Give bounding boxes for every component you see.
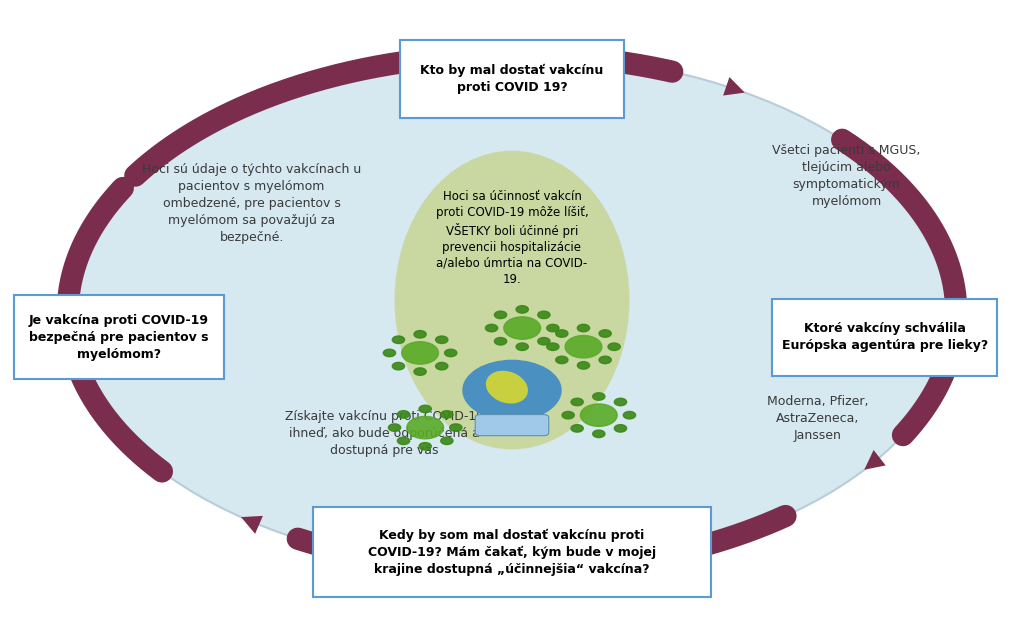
Circle shape — [562, 411, 574, 419]
Text: Kedy by som mal dostať vakcínu proti
COVID-19? Mám čakať, kým bude v mojej
kraji: Kedy by som mal dostať vakcínu proti COV… — [368, 528, 656, 576]
Text: Moderna, Pfizer,
AstraZeneca,
Janssen: Moderna, Pfizer, AstraZeneca, Janssen — [767, 395, 868, 442]
Circle shape — [397, 437, 410, 444]
Text: Hoci sú údaje o týchto vakcínach u
pacientov s myelómom
ombedzené, pre pacientov: Hoci sú údaje o týchto vakcínach u pacie… — [142, 163, 361, 244]
Circle shape — [556, 356, 568, 364]
Circle shape — [581, 404, 617, 426]
Circle shape — [614, 424, 627, 432]
Circle shape — [383, 349, 395, 357]
Circle shape — [608, 343, 621, 351]
Circle shape — [504, 317, 541, 339]
Circle shape — [440, 411, 453, 418]
FancyBboxPatch shape — [14, 296, 223, 379]
Circle shape — [565, 336, 602, 358]
Circle shape — [419, 442, 431, 450]
Text: Je vakcína proti COVID-19
bezpečná pre pacientov s
myelómom?: Je vakcína proti COVID-19 bezpečná pre p… — [29, 314, 209, 361]
Circle shape — [516, 343, 528, 351]
Text: Kto by mal dostať vakcínu
proti COVID 19?: Kto by mal dostať vakcínu proti COVID 19… — [421, 64, 603, 94]
Circle shape — [435, 336, 447, 344]
Circle shape — [495, 311, 507, 319]
Circle shape — [495, 338, 507, 345]
FancyBboxPatch shape — [772, 299, 997, 376]
Circle shape — [614, 398, 627, 406]
Circle shape — [450, 424, 462, 431]
Circle shape — [624, 411, 636, 419]
Circle shape — [444, 349, 457, 357]
Circle shape — [419, 405, 431, 412]
Circle shape — [516, 306, 528, 313]
Circle shape — [392, 362, 404, 370]
Circle shape — [593, 430, 605, 437]
Circle shape — [435, 362, 447, 370]
Circle shape — [578, 324, 590, 332]
Circle shape — [397, 411, 410, 418]
Ellipse shape — [394, 151, 630, 449]
Circle shape — [485, 324, 498, 332]
Text: Hoci sa účinnosť vakcín
proti COVID-19 môže líšiť,
VŠETKY boli účinné pri
preven: Hoci sa účinnosť vakcín proti COVID-19 m… — [435, 190, 589, 286]
Ellipse shape — [68, 54, 956, 571]
FancyBboxPatch shape — [313, 507, 711, 597]
Circle shape — [593, 392, 605, 400]
Circle shape — [538, 338, 550, 345]
Text: Získajte vakcínu proti COVID-19
ihneď, ako bude odporúčená a
dostupná pre vás: Získajte vakcínu proti COVID-19 ihneď, a… — [285, 411, 484, 458]
Circle shape — [414, 368, 426, 376]
Circle shape — [556, 330, 568, 338]
Circle shape — [401, 342, 438, 364]
Circle shape — [578, 362, 590, 369]
Circle shape — [547, 343, 559, 351]
Circle shape — [538, 311, 550, 319]
Text: Ktoré vakcíny schválila
Európska agentúra pre lieky?: Ktoré vakcíny schválila Európska agentúr… — [781, 322, 988, 352]
Text: Všetci pacienti s MGUS,
tlejúcim alebo
symptomatickým
myelómom: Všetci pacienti s MGUS, tlejúcim alebo s… — [772, 144, 921, 208]
Circle shape — [463, 361, 561, 420]
Circle shape — [571, 424, 584, 432]
Circle shape — [599, 330, 611, 338]
FancyBboxPatch shape — [475, 414, 549, 436]
Circle shape — [547, 324, 559, 332]
Circle shape — [388, 424, 400, 431]
FancyBboxPatch shape — [399, 40, 625, 118]
Circle shape — [440, 437, 453, 444]
Circle shape — [571, 398, 584, 406]
Ellipse shape — [486, 371, 527, 403]
Circle shape — [414, 331, 426, 338]
Circle shape — [407, 416, 443, 439]
Circle shape — [599, 356, 611, 364]
Circle shape — [392, 336, 404, 344]
